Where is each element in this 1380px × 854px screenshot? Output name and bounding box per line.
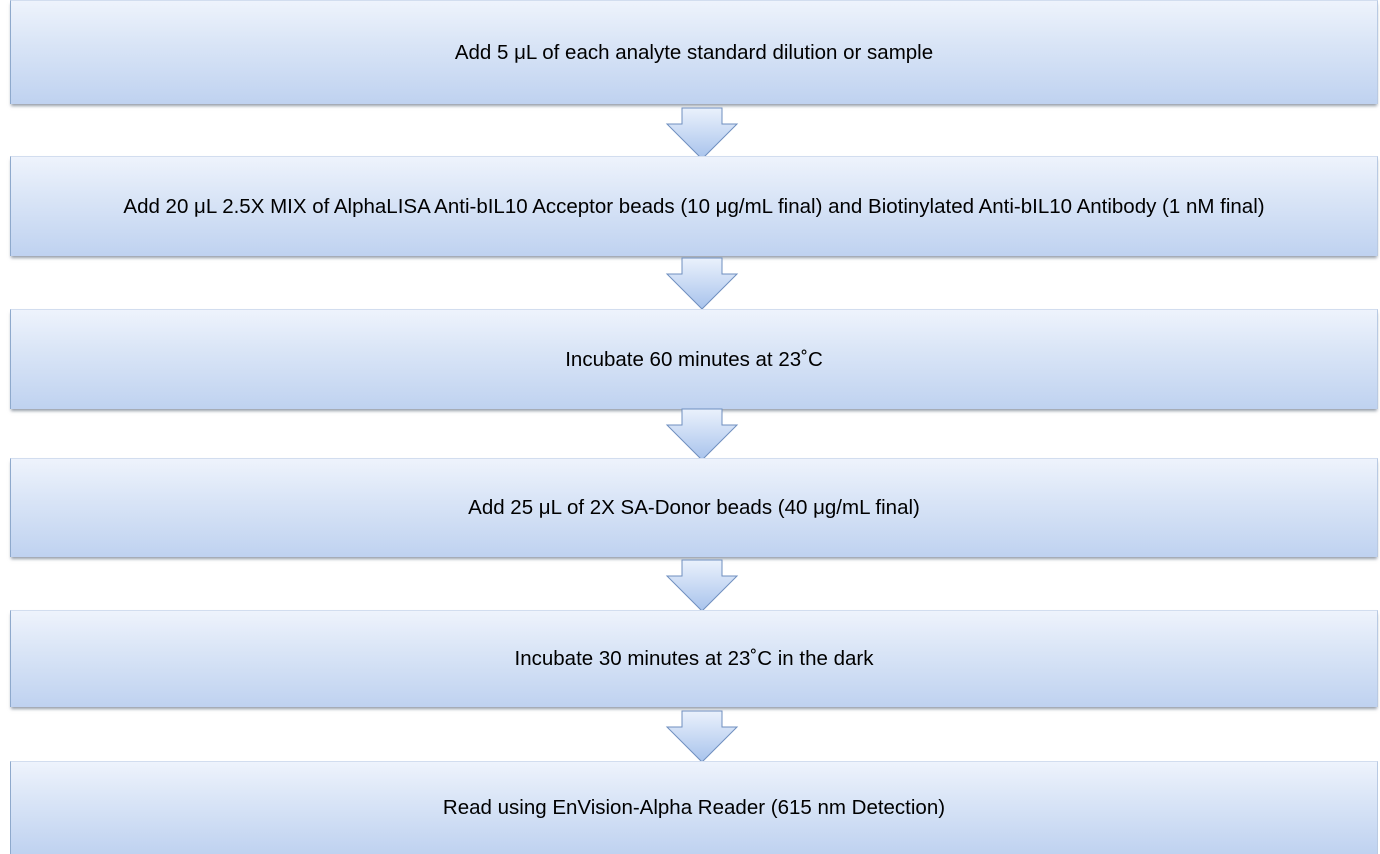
flow-step-incubate-60: Incubate 60 minutes at 23˚C bbox=[10, 309, 1378, 409]
flow-step-label: Add 25 μL of 2X SA-Donor beads (40 μg/mL… bbox=[468, 496, 920, 519]
down-arrow-icon bbox=[665, 710, 739, 763]
down-arrow-icon bbox=[665, 107, 739, 160]
down-arrow-icon bbox=[665, 257, 739, 310]
flow-step-add-donor-beads: Add 25 μL of 2X SA-Donor beads (40 μg/mL… bbox=[10, 458, 1378, 557]
flow-step-label: Incubate 30 minutes at 23˚C in the dark bbox=[514, 647, 874, 670]
flow-step-add-sample: Add 5 μL of each analyte standard diluti… bbox=[10, 0, 1378, 104]
down-arrow-icon bbox=[665, 559, 739, 612]
flow-step-incubate-30-dark: Incubate 30 minutes at 23˚C in the dark bbox=[10, 610, 1378, 707]
flow-step-label: Add 20 μL 2.5X MIX of AlphaLISA Anti-bIL… bbox=[123, 194, 1265, 218]
flow-step-label: Add 5 μL of each analyte standard diluti… bbox=[454, 40, 934, 64]
flow-step-add-acceptor-mix: Add 20 μL 2.5X MIX of AlphaLISA Anti-bIL… bbox=[10, 156, 1378, 256]
down-arrow-icon bbox=[665, 408, 739, 461]
flow-step-label: Incubate 60 minutes at 23˚C bbox=[565, 347, 823, 371]
flow-step-label: Read using EnVision-Alpha Reader (615 nm… bbox=[442, 796, 946, 819]
flow-step-read-envision: Read using EnVision-Alpha Reader (615 nm… bbox=[10, 761, 1378, 854]
